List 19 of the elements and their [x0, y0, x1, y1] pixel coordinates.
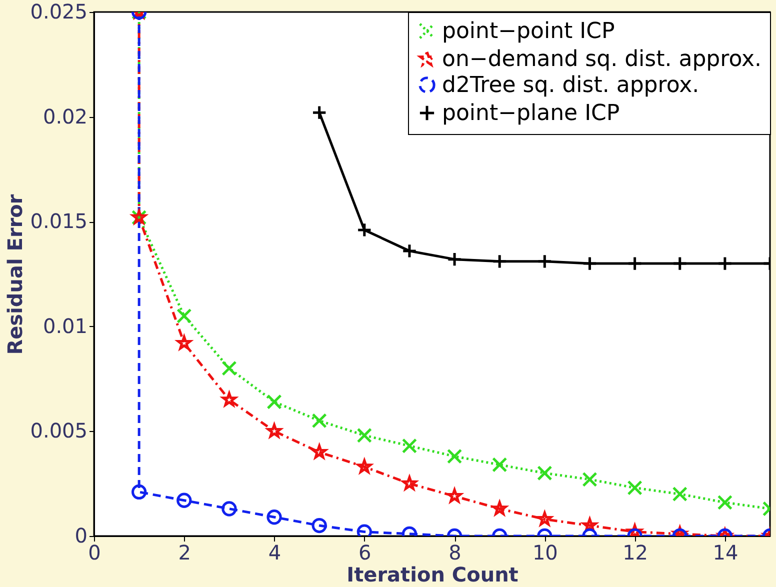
y-tick-label: 0 [74, 524, 88, 548]
y-tick-label: 0.025 [30, 0, 88, 24]
x-tick-label: 14 [712, 540, 738, 564]
legend-label: point−point ICP [442, 19, 615, 44]
x-tick-label: 2 [178, 540, 191, 564]
x-tick-label: 8 [448, 540, 462, 564]
x-tick-label: 12 [622, 540, 648, 564]
x-tick-label: 4 [268, 540, 282, 564]
y-tick-label: 0.005 [30, 418, 88, 443]
y-tick-label: 0.01 [42, 314, 88, 338]
y-axis-title: Residual Error [3, 194, 28, 355]
legend-label: on−demand sq. dist. approx. [442, 47, 762, 72]
legend-label: d2Tree sq. dist. approx. [442, 73, 700, 98]
x-tick-label: 10 [532, 540, 558, 564]
x-tick-label: 6 [358, 540, 372, 564]
x-axis-title: Iteration Count [346, 562, 519, 586]
legend-label: point−plane ICP [442, 101, 620, 126]
y-tick-label: 0.015 [30, 209, 88, 234]
y-tick-label: 0.02 [42, 104, 88, 128]
